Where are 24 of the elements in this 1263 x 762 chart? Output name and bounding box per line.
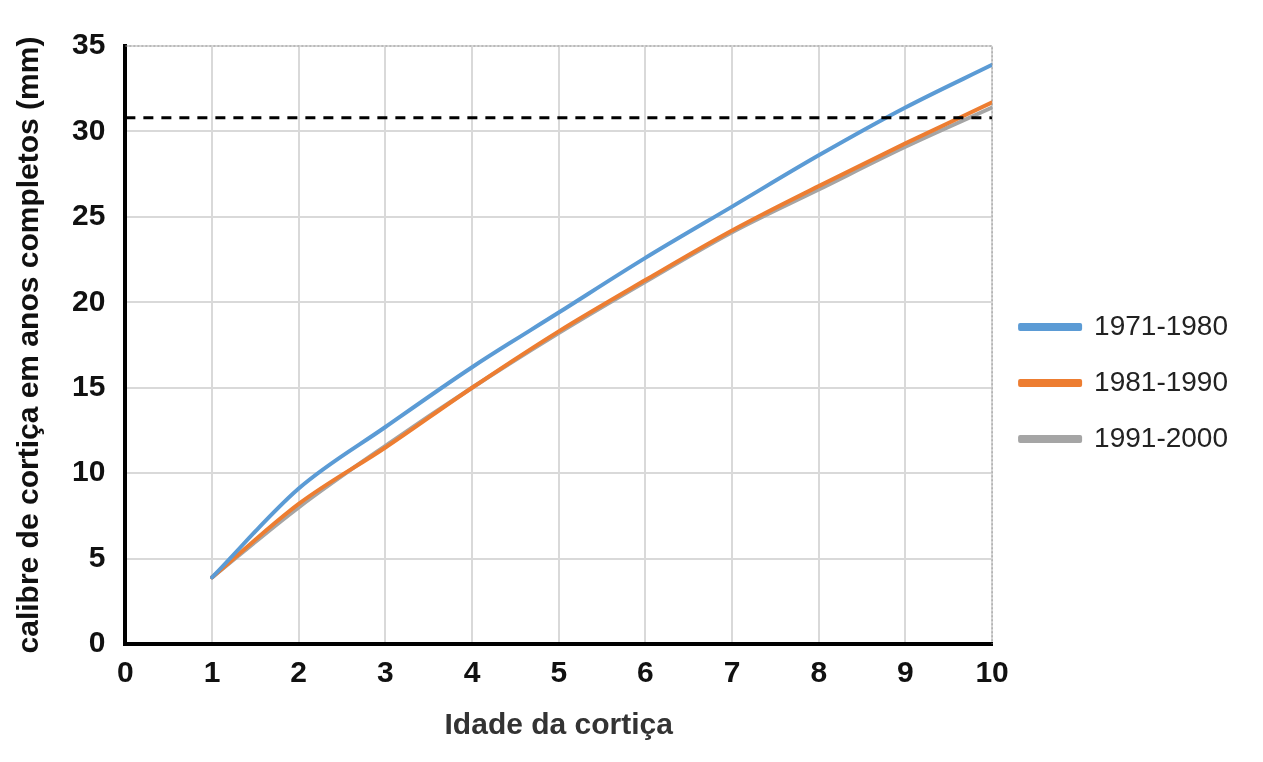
x-tick-label: 10 — [975, 655, 1009, 689]
x-tick-label: 7 — [723, 655, 741, 689]
x-tick-label: 2 — [290, 655, 308, 689]
x-tick-label: 9 — [897, 655, 914, 689]
x-tick-label: 1 — [203, 655, 221, 689]
x-tick-label: 6 — [637, 655, 654, 689]
x-tick-label: 0 — [117, 655, 134, 689]
y-tick-label: 15 — [71, 368, 106, 402]
x-tick-label: 3 — [377, 655, 394, 689]
x-tick-label: 5 — [550, 655, 568, 689]
x-axis-title: Idade da cortiça — [444, 707, 674, 741]
y-tick-label: 10 — [71, 454, 106, 488]
y-tick-label: 30 — [71, 112, 106, 146]
legend-label: 1971-1980 — [1094, 309, 1228, 341]
y-tick-label: 35 — [71, 27, 106, 61]
legend-label: 1991-2000 — [1094, 421, 1228, 453]
y-tick-label: 5 — [88, 539, 106, 573]
y-tick-label: 25 — [71, 198, 106, 232]
x-tick-label: 4 — [463, 655, 481, 689]
y-tick-label: 0 — [88, 625, 106, 659]
legend-label: 1981-1990 — [1094, 365, 1228, 397]
x-tick-label: 8 — [810, 655, 828, 689]
y-axis-title: calibre de cortiça em anos completos (mm) — [11, 36, 45, 654]
y-tick-label: 20 — [71, 283, 106, 317]
